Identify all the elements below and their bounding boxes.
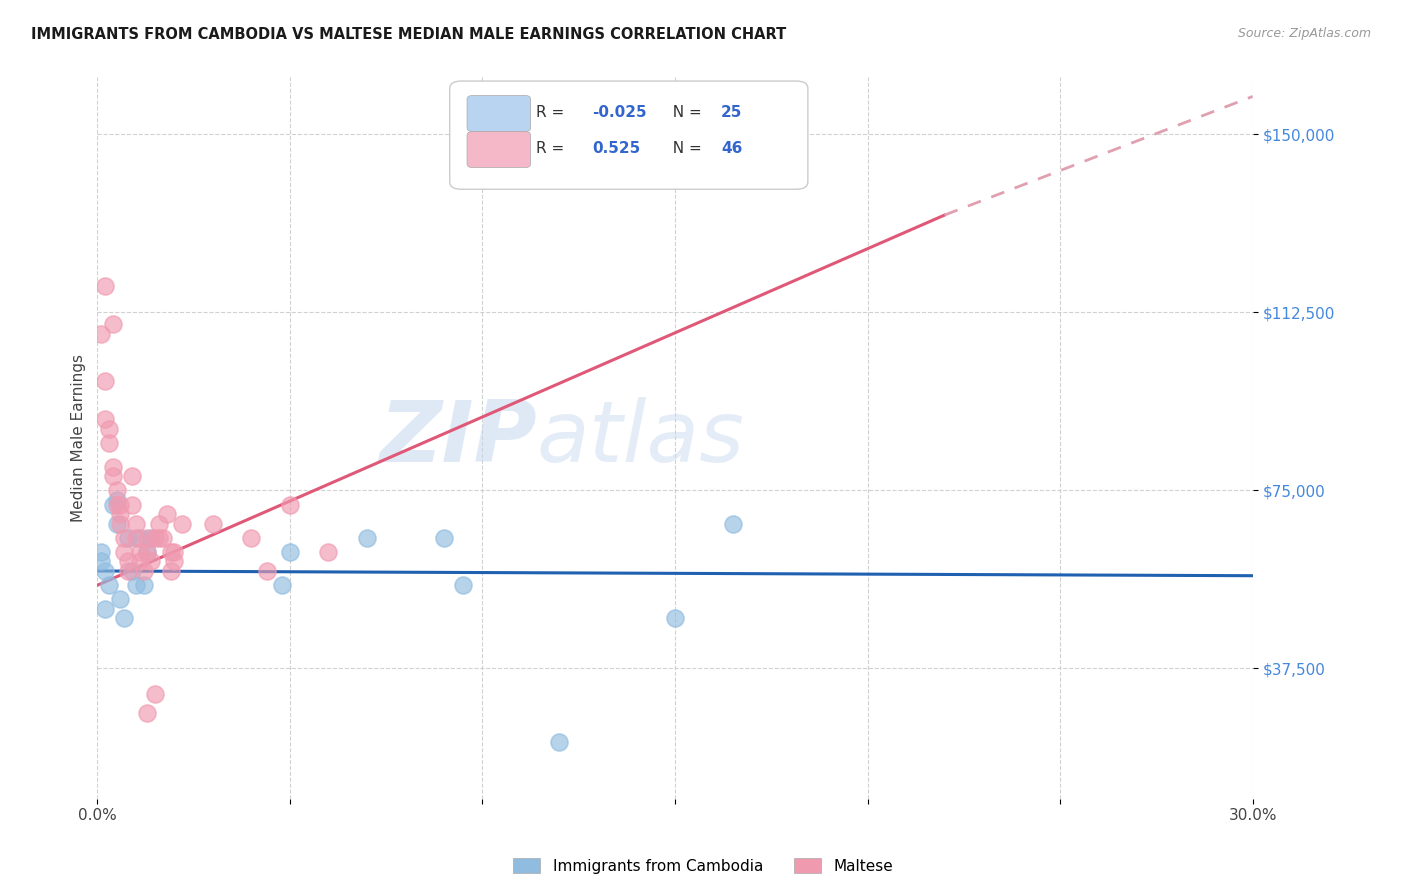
Point xyxy=(128,531,150,545)
Point xyxy=(117,531,139,545)
Point xyxy=(101,317,124,331)
Point xyxy=(90,545,112,559)
Point xyxy=(141,531,163,545)
Point xyxy=(451,578,474,592)
FancyBboxPatch shape xyxy=(467,131,530,168)
Point xyxy=(97,435,120,450)
Point xyxy=(159,545,181,559)
Legend: Immigrants from Cambodia, Maltese: Immigrants from Cambodia, Maltese xyxy=(506,852,900,880)
Point xyxy=(105,492,128,507)
Point xyxy=(90,554,112,568)
Point xyxy=(105,516,128,531)
Point xyxy=(94,374,117,388)
Point xyxy=(356,531,378,545)
Point xyxy=(110,507,132,521)
Point xyxy=(156,507,179,521)
Point xyxy=(94,564,117,578)
Point xyxy=(121,498,143,512)
Point xyxy=(117,554,139,568)
Point xyxy=(128,545,150,559)
Point xyxy=(136,545,159,559)
Point xyxy=(94,412,117,426)
Point xyxy=(664,611,686,625)
Point xyxy=(101,498,124,512)
Point xyxy=(132,564,155,578)
Point xyxy=(148,516,170,531)
Point xyxy=(170,516,193,531)
Point xyxy=(94,602,117,616)
Point xyxy=(159,564,181,578)
Text: Source: ZipAtlas.com: Source: ZipAtlas.com xyxy=(1237,27,1371,40)
Point xyxy=(117,564,139,578)
Point xyxy=(97,578,120,592)
Point xyxy=(136,706,159,721)
Point xyxy=(152,531,174,545)
Point xyxy=(121,469,143,483)
Point xyxy=(101,459,124,474)
Point xyxy=(143,531,166,545)
Text: N =: N = xyxy=(664,105,707,120)
Point xyxy=(278,545,301,559)
Point xyxy=(201,516,224,531)
Point xyxy=(141,554,163,568)
Point xyxy=(132,578,155,592)
Text: R =: R = xyxy=(536,141,569,156)
Point xyxy=(112,531,135,545)
FancyBboxPatch shape xyxy=(450,81,808,189)
Point xyxy=(110,592,132,607)
Point xyxy=(702,165,724,179)
Point xyxy=(94,279,117,293)
Point xyxy=(105,483,128,498)
Point xyxy=(240,531,263,545)
Point xyxy=(271,578,294,592)
Point xyxy=(125,578,148,592)
Text: N =: N = xyxy=(664,141,707,156)
Text: ZIP: ZIP xyxy=(378,397,536,480)
Point xyxy=(163,545,186,559)
Text: 25: 25 xyxy=(721,105,742,120)
Point xyxy=(97,422,120,436)
Point xyxy=(256,564,278,578)
Point xyxy=(278,498,301,512)
Text: -0.025: -0.025 xyxy=(592,105,647,120)
Point xyxy=(112,545,135,559)
Point xyxy=(136,545,159,559)
Point xyxy=(136,531,159,545)
Point xyxy=(143,687,166,701)
Point xyxy=(101,469,124,483)
Point xyxy=(318,545,340,559)
Point xyxy=(433,531,456,545)
Point xyxy=(125,516,148,531)
Text: 0.525: 0.525 xyxy=(592,141,640,156)
Point xyxy=(110,516,132,531)
Point xyxy=(148,531,170,545)
Text: IMMIGRANTS FROM CAMBODIA VS MALTESE MEDIAN MALE EARNINGS CORRELATION CHART: IMMIGRANTS FROM CAMBODIA VS MALTESE MEDI… xyxy=(31,27,786,42)
Point xyxy=(121,564,143,578)
Point xyxy=(721,516,744,531)
Point xyxy=(548,735,571,749)
Point xyxy=(128,554,150,568)
Point xyxy=(110,498,132,512)
Point xyxy=(163,554,186,568)
Y-axis label: Median Male Earnings: Median Male Earnings xyxy=(72,354,86,522)
Text: 46: 46 xyxy=(721,141,742,156)
Point xyxy=(112,611,135,625)
Point xyxy=(90,326,112,341)
Point xyxy=(105,498,128,512)
Text: R =: R = xyxy=(536,105,569,120)
Point xyxy=(125,531,148,545)
FancyBboxPatch shape xyxy=(467,95,530,131)
Text: atlas: atlas xyxy=(536,397,744,480)
